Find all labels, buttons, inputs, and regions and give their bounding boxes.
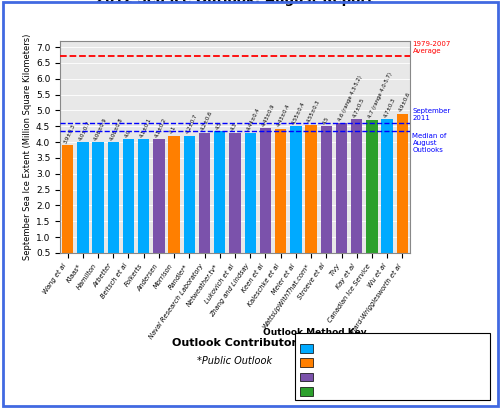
Bar	[138, 139, 149, 269]
Text: 4.7 (range 4.0-5.7): 4.7 (range 4.0-5.7)	[368, 71, 393, 119]
Text: 1979-2007
Average: 1979-2007 Average	[412, 41, 451, 54]
Text: 4.06±0.8: 4.06±0.8	[108, 117, 124, 141]
Bar	[275, 129, 286, 269]
Text: 4.7±0.5: 4.7±0.5	[352, 97, 366, 118]
Text: 4.5: 4.5	[216, 120, 224, 130]
Text: 4.06±0.9: 4.06±0.9	[94, 117, 108, 141]
Bar	[290, 126, 302, 269]
Y-axis label: September Sea Ice Extent (Million Square Kilometers): September Sea Ice Extent (Million Square…	[22, 34, 32, 260]
Text: 4.0: 4.0	[124, 128, 132, 138]
Text: 4.43±0.9: 4.43±0.9	[261, 103, 276, 127]
Text: 4.2±0.6: 4.2±0.6	[200, 110, 213, 132]
Bar	[230, 133, 240, 269]
Text: 4.3: 4.3	[230, 122, 238, 132]
Text: 4.7±0.3: 4.7±0.3	[382, 97, 396, 118]
Bar	[168, 136, 180, 269]
Bar	[92, 142, 104, 269]
Bar	[396, 114, 408, 269]
Text: Statistical: Statistical	[316, 344, 358, 353]
Bar	[77, 142, 88, 269]
Text: 4.55±0.4: 4.55±0.4	[292, 101, 306, 125]
Text: 4.2±0.7: 4.2±0.7	[185, 113, 198, 135]
Text: *Public Outlook: *Public Outlook	[198, 356, 272, 366]
Text: 4.1±0.2: 4.1±0.2	[154, 117, 168, 138]
Bar	[153, 139, 164, 269]
Bar	[382, 119, 393, 269]
Text: Modeling: Modeling	[316, 358, 355, 367]
Text: 3.9±0.3: 3.9±0.3	[63, 123, 76, 144]
Text: Outlook Contributor: Outlook Contributor	[172, 338, 298, 348]
Bar	[244, 133, 256, 269]
Bar	[123, 139, 134, 269]
Text: 4.55±0.3: 4.55±0.3	[306, 100, 322, 124]
Bar	[336, 123, 347, 269]
Text: 4.0±0.7: 4.0±0.7	[78, 120, 92, 141]
Text: Outlook Method Key: Outlook Method Key	[263, 328, 367, 337]
Bar	[108, 142, 119, 269]
Bar	[214, 131, 226, 269]
Text: Heuristic: Heuristic	[316, 373, 354, 381]
Text: 4.1: 4.1	[170, 125, 177, 135]
Bar	[184, 136, 195, 269]
Bar	[62, 145, 74, 269]
Text: 4.43±0.4: 4.43±0.4	[276, 103, 291, 128]
Text: Median of
August
Outlooks: Median of August Outlooks	[412, 133, 447, 153]
Text: 4.5: 4.5	[322, 115, 330, 125]
Bar	[199, 133, 210, 269]
Text: 4.6 (range 4.3-5.2): 4.6 (range 4.3-5.2)	[337, 75, 362, 122]
Text: 4.1±0.1: 4.1±0.1	[139, 117, 152, 138]
Text: 4.44±0.4: 4.44±0.4	[246, 107, 260, 132]
Bar	[260, 128, 271, 269]
Bar	[366, 120, 378, 269]
Bar	[320, 126, 332, 269]
Bar	[351, 119, 362, 269]
Text: 4.9±0.6: 4.9±0.6	[398, 91, 411, 113]
Text: Combination of Methods: Combination of Methods	[316, 387, 420, 396]
Bar	[306, 125, 317, 269]
Text: September
2011: September 2011	[412, 108, 451, 121]
Title: 2012 Sea Ice Outlook: August Report: 2012 Sea Ice Outlook: August Report	[96, 0, 374, 6]
